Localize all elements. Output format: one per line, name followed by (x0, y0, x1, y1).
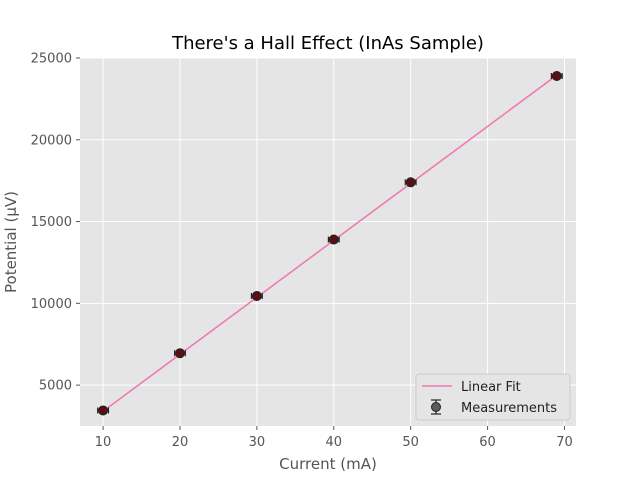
measurement-point (174, 348, 185, 359)
measurement-point (551, 70, 562, 81)
measurement-point (98, 405, 109, 416)
x-tick-label: 40 (325, 435, 342, 450)
x-tick-label: 10 (95, 435, 112, 450)
legend-errorbar-swatch (431, 399, 441, 415)
x-axis-label: Current (mA) (279, 455, 377, 473)
x-tick-label: 60 (479, 435, 496, 450)
y-axis-label: Potential (μV) (2, 191, 20, 293)
legend-label-measurements: Measurements (461, 401, 557, 416)
x-axis-ticks: 10 20 30 40 50 60 70 (95, 426, 573, 450)
x-tick-label: 50 (402, 435, 419, 450)
measurement-point (405, 177, 416, 188)
legend: Linear Fit Measurements (415, 373, 571, 421)
y-axis-ticks: 5000 10000 15000 20000 25000 (31, 52, 80, 394)
x-tick-label: 70 (556, 435, 573, 450)
y-tick-label: 5000 (39, 379, 72, 394)
chart-title: There's a Hall Effect (InAs Sample) (171, 33, 484, 54)
measurement-point (251, 290, 262, 301)
measurement-point (328, 234, 339, 245)
y-tick-label: 20000 (31, 133, 72, 148)
y-tick-label: 25000 (31, 52, 72, 67)
x-tick-label: 20 (172, 435, 189, 450)
y-tick-label: 10000 (31, 297, 72, 312)
legend-label-linear-fit: Linear Fit (461, 380, 521, 395)
grid-lines (80, 57, 576, 426)
y-tick-label: 15000 (31, 215, 72, 230)
legend-box (415, 373, 571, 421)
series-layer (97, 70, 563, 416)
x-tick-label: 30 (249, 435, 266, 450)
